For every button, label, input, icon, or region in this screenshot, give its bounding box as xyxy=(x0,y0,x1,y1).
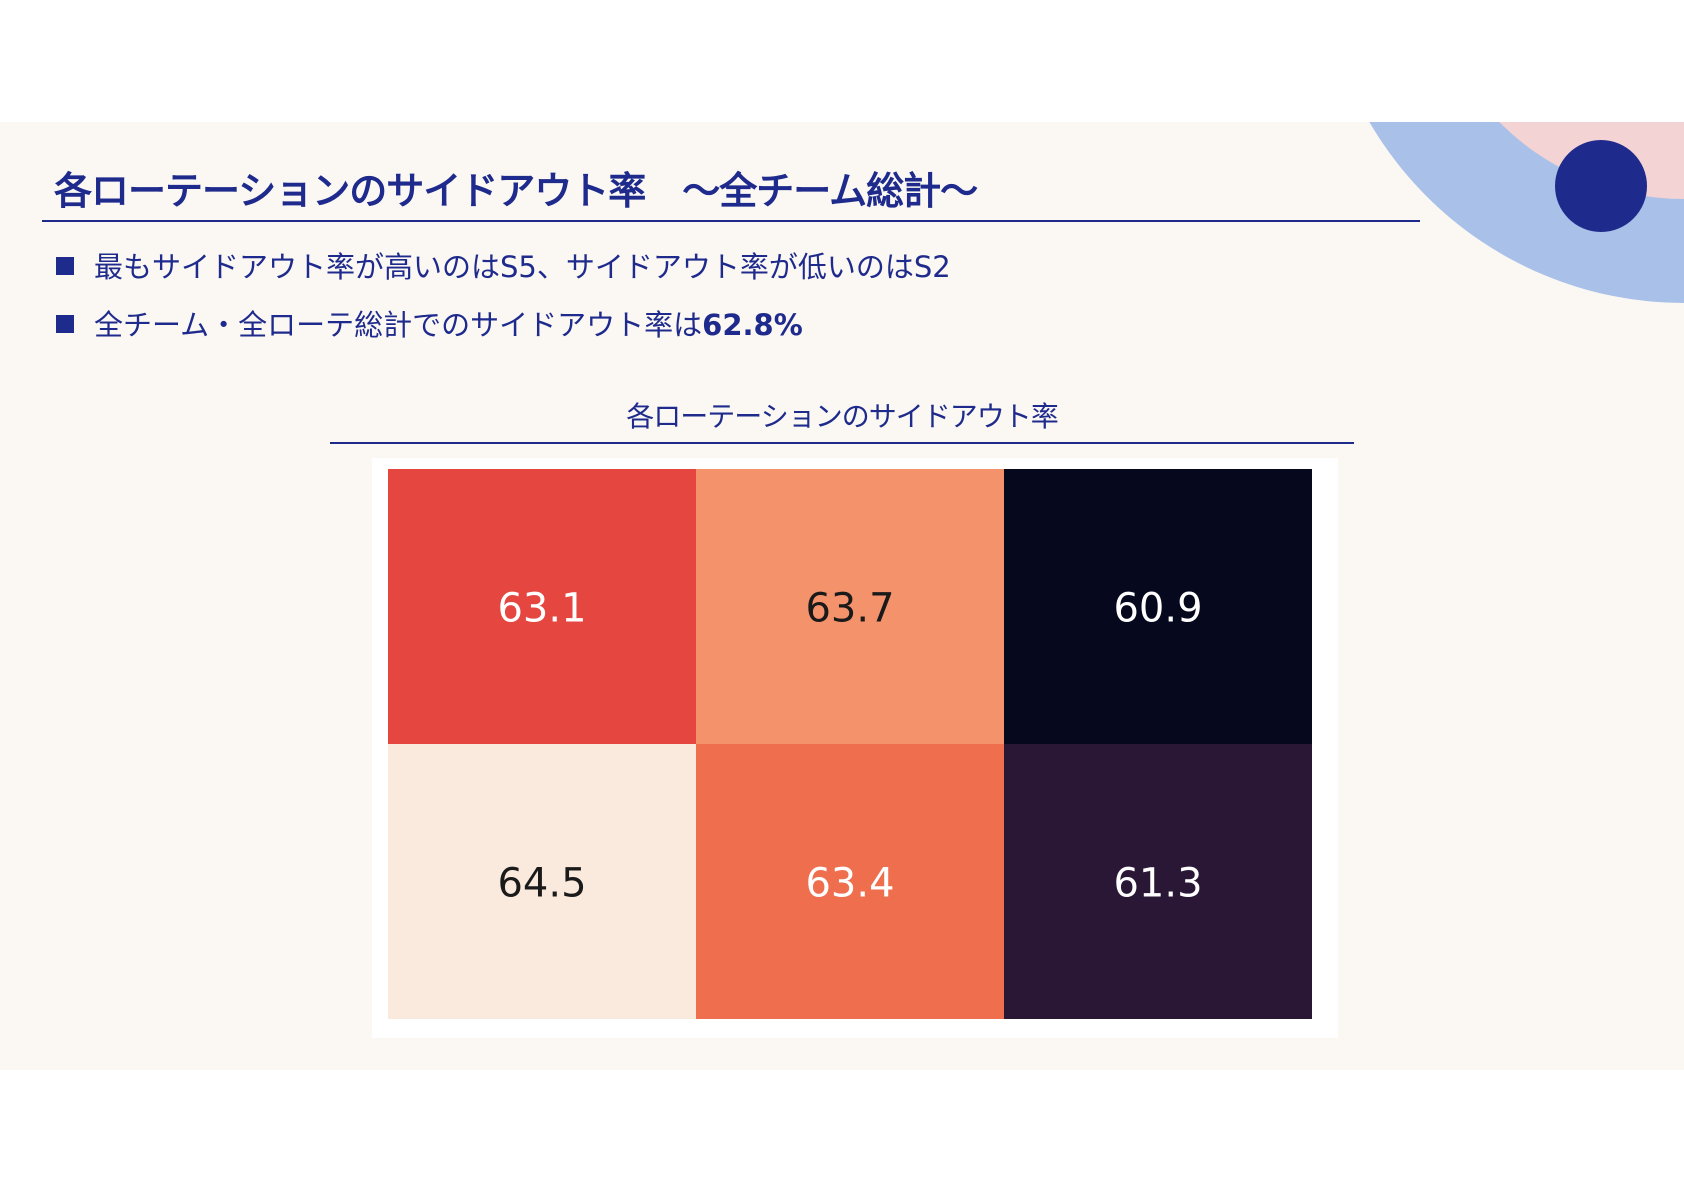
heatmap-cell-label: 63.4 xyxy=(805,861,894,907)
bullet-text: 最もサイドアウト率が高いのはS5、サイドアウト率が低いのはS2 xyxy=(94,250,951,284)
heatmap-cell-r1-c2 xyxy=(696,469,1004,744)
square-bullet-icon xyxy=(56,257,74,275)
bullet-highlight-value: 62.8% xyxy=(702,308,803,342)
chart-title-divider xyxy=(330,442,1354,444)
chart-frame: 63.1 63.7 60.9 64.5 63.4 61.3 xyxy=(372,458,1338,1038)
heatmap-cell-label: 63.7 xyxy=(805,586,894,632)
bullet-text: 全チーム・全ローテ総計でのサイドアウト率は xyxy=(94,308,703,342)
heatmap-chart: 63.1 63.7 60.9 64.5 63.4 61.3 xyxy=(388,469,1312,1019)
deco-circle-dark-blue xyxy=(1555,140,1647,232)
slide: 各ローテーションのサイドアウト率 ～全チーム総計～ 最もサイドアウト率が高いのは… xyxy=(0,122,1684,1070)
heatmap-cell-label: 61.3 xyxy=(1113,861,1202,907)
heatmap-cell-label: 64.5 xyxy=(497,861,586,907)
bullet-item: 最もサイドアウト率が高いのはS5、サイドアウト率が低いのはS2 xyxy=(56,244,951,302)
square-bullet-icon xyxy=(56,315,74,333)
page-title: 各ローテーションのサイドアウト率 ～全チーム総計～ xyxy=(54,169,978,213)
chart-title: 各ローテーションのサイドアウト率 xyxy=(626,400,1058,433)
heatmap-cell-r1-c1 xyxy=(388,469,696,744)
decorative-arcs xyxy=(1369,122,1684,303)
heatmap-cell-r2-c1 xyxy=(388,744,696,1019)
heatmap-cell-r1-c3 xyxy=(1004,469,1312,744)
heatmap-cell-r2-c3 xyxy=(1004,744,1312,1019)
heatmap-cell-label: 60.9 xyxy=(1113,586,1202,632)
bullet-item: 全チーム・全ローテ総計でのサイドアウト率は62.8% xyxy=(56,302,951,360)
title-divider xyxy=(42,220,1420,222)
heatmap-cell-r2-c2 xyxy=(696,744,1004,1019)
bullet-list: 最もサイドアウト率が高いのはS5、サイドアウト率が低いのはS2 全チーム・全ロー… xyxy=(56,244,951,360)
heatmap-cell-label: 63.1 xyxy=(497,586,586,632)
